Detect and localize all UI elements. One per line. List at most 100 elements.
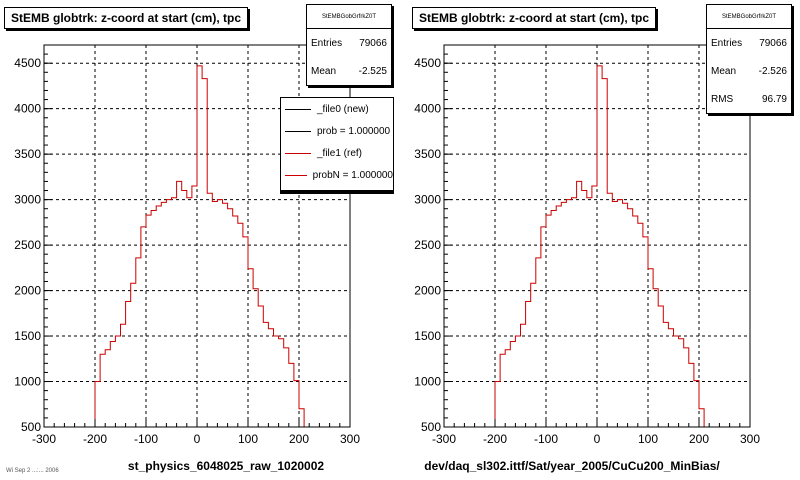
x-tick-label: 100 [638, 432, 658, 446]
right-stats-box: StEMBGobGrfrkZ0T Entries 79066 Mean -2.5… [706, 4, 792, 114]
histogram-bin [294, 381, 299, 427]
right-histogram: -300 -200 -100 0 100 200 300 500 1000 1500 2000 250… [414, 44, 760, 473]
histogram-bin [187, 198, 192, 427]
histogram-bin [561, 202, 566, 427]
left-stats-mean: Mean -2.525 [307, 57, 391, 85]
histogram-bin [279, 339, 284, 427]
histogram-bin [207, 193, 212, 427]
histogram-bin [121, 324, 126, 427]
legend-label-file1: _file1 (ref) [317, 147, 363, 159]
legend-line-file1 [285, 152, 311, 154]
left-legend: _file0 (new) prob = 1.000000 _file1 (ref… [280, 97, 394, 191]
histogram-bin [161, 202, 166, 427]
x-tick-label: -100 [134, 432, 158, 446]
histogram-bin [151, 211, 156, 427]
histogram-bin [258, 306, 263, 427]
legend-entry-file1: _file1 (ref) [281, 142, 393, 164]
y-tick-label: 4500 [414, 56, 441, 70]
y-tick-label: 2000 [414, 284, 441, 298]
y-tick-label: 3000 [14, 193, 41, 207]
x-axis-label: dev/daq_sl302.ittf/Sat/year_2005/CuCu200… [424, 459, 720, 473]
right-panel: -300 -200 -100 0 100 200 300 500 1000 1500 2000 250… [400, 0, 800, 480]
y-tick-label: 3500 [14, 147, 41, 161]
histogram-bin [572, 198, 577, 427]
right-stats-name: StEMBGobGrfrkZ0T [707, 5, 791, 29]
histogram-bin [217, 200, 222, 427]
legend-line-file0 [285, 108, 311, 110]
left-stats-box: StEMBGobGrfrkZ0T Entries 79066 Mean -2.5… [306, 4, 392, 86]
x-tick-label: 300 [740, 432, 760, 446]
legend-label-prob: prob = 1.000000 [317, 125, 391, 137]
left-mean-value: -2.525 [358, 65, 387, 77]
legend-line-prob [285, 130, 311, 132]
histogram-series-line [444, 65, 750, 428]
histogram-bin [582, 191, 587, 427]
histogram-bin [192, 186, 197, 427]
histogram-bin [694, 381, 699, 427]
histogram-series-line [44, 65, 350, 428]
footer-timestamp: Wi Sep 2 ...:... 2006 [6, 468, 59, 474]
histogram-bin [689, 363, 694, 427]
left-histogram: -300 -200 -100 0 100 200 300 500 1000 1500 2000 250… [14, 44, 360, 473]
right-rms-value: 96.79 [761, 93, 787, 105]
histogram-bin [607, 193, 612, 427]
histogram-bin [521, 324, 526, 427]
x-tick-label: -300 [32, 432, 56, 446]
histogram-bin [556, 206, 561, 427]
x-tick-label: 100 [238, 432, 258, 446]
histogram-bin [551, 211, 556, 427]
y-tick-label: 4500 [14, 56, 41, 70]
histogram-bin [643, 237, 648, 427]
histogram-bin [699, 409, 704, 427]
histogram-bin [495, 382, 500, 427]
histogram-bin [510, 342, 515, 427]
right-stats-mean: Mean -2.526 [707, 57, 791, 85]
right-chart-title: StEMB globtrk: z-coord at start (cm), tp… [412, 7, 657, 29]
histogram-bin [172, 198, 177, 427]
right-entries-value: 79066 [759, 37, 787, 49]
y-tick-label: 1500 [14, 329, 41, 343]
histogram-bin [268, 329, 273, 427]
histogram-bin [182, 191, 187, 427]
y-tick-label: 500 [21, 420, 41, 434]
histogram-bin [526, 301, 531, 427]
left-stats-name: StEMBGobGrfrkZ0T [307, 5, 391, 29]
histogram-bin [105, 350, 110, 427]
histogram-bin [299, 409, 304, 427]
histogram-bin [597, 66, 602, 427]
histogram-bin [592, 186, 597, 427]
histogram-bin [679, 339, 684, 427]
histogram-bin [238, 223, 243, 427]
histogram-bin [623, 203, 628, 427]
x-tick-label: 200 [289, 432, 309, 446]
x-tick-label: 0 [594, 432, 601, 446]
histogram-bin [648, 269, 653, 427]
histogram-bin [95, 382, 100, 427]
y-tick-label: 2500 [14, 238, 41, 252]
histogram-bin [126, 301, 131, 427]
histogram-bin [243, 237, 248, 427]
histogram-bin [566, 200, 571, 427]
histogram-bin [146, 215, 151, 427]
histogram-bin [212, 201, 217, 427]
y-tick-label: 1000 [14, 375, 41, 389]
histogram-bin [602, 79, 607, 427]
y-tick-label: 2500 [414, 238, 441, 252]
histogram-bin [536, 258, 541, 427]
histogram-bin [587, 198, 592, 427]
histogram-bin [177, 181, 182, 427]
y-tick-label: 4000 [414, 102, 441, 116]
histogram-bin [253, 289, 258, 427]
y-tick-label: 500 [421, 420, 441, 434]
x-tick-label: -300 [432, 432, 456, 446]
x-tick-label: 0 [194, 432, 201, 446]
right-stats-entries: Entries 79066 [707, 29, 791, 57]
left-mean-label: Mean [311, 65, 337, 77]
histogram-bin [289, 363, 294, 427]
y-tick-label: 1500 [414, 329, 441, 343]
left-entries-value: 79066 [359, 37, 387, 49]
histogram-bin [141, 227, 146, 427]
histogram-bin [263, 322, 268, 427]
left-chart-title: StEMB globtrk: z-coord at start (cm), tp… [4, 7, 249, 29]
legend-label-file0: _file0 (new) [317, 103, 369, 115]
